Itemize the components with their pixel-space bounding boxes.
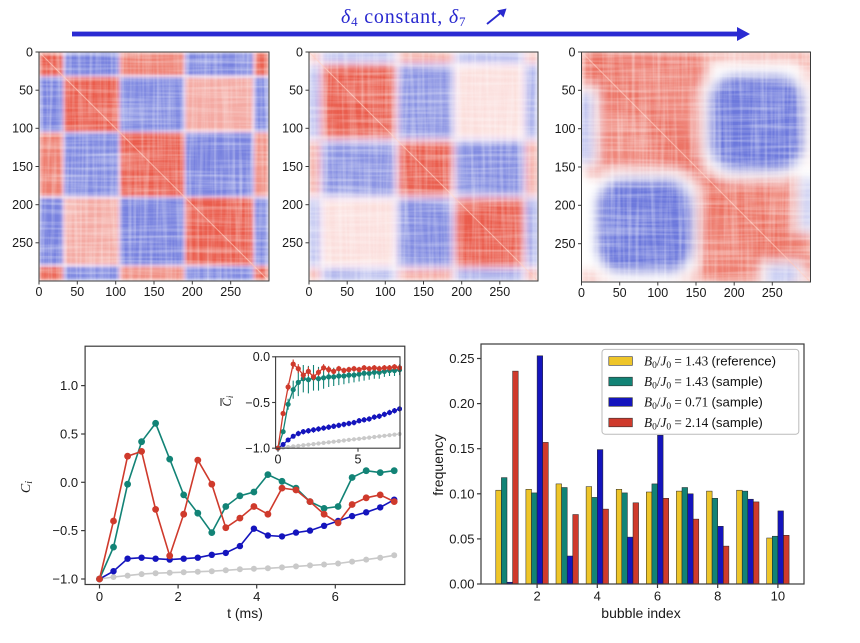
svg-text:250: 250 <box>12 236 33 250</box>
svg-text:250: 250 <box>489 285 510 299</box>
svg-text:0.05: 0.05 <box>449 531 474 546</box>
svg-text:0.20: 0.20 <box>449 396 474 411</box>
svg-text:200: 200 <box>12 198 33 212</box>
svg-text:10: 10 <box>771 589 785 604</box>
svg-text:t (ms): t (ms) <box>227 605 263 621</box>
svg-text:1.0: 1.0 <box>60 378 78 393</box>
svg-text:B0/J0 = 1.43 (sample): B0/J0 = 1.43 (sample) <box>644 374 763 392</box>
svg-text:100: 100 <box>105 285 126 299</box>
svg-text:150: 150 <box>282 160 303 174</box>
svg-text:100: 100 <box>282 122 303 136</box>
svg-text:−1.0: −1.0 <box>245 442 270 456</box>
svg-text:B0/J0 = 2.14 (sample): B0/J0 = 2.14 (sample) <box>644 415 763 433</box>
svg-text:B0/J0 = 1.43 (reference): B0/J0 = 1.43 (reference) <box>644 354 776 372</box>
svg-text:0: 0 <box>306 285 313 299</box>
svg-text:Ci: Ci <box>220 395 235 406</box>
svg-text:200: 200 <box>282 198 303 212</box>
svg-text:8: 8 <box>714 589 721 604</box>
svg-text:0.0: 0.0 <box>253 350 270 364</box>
svg-text:50: 50 <box>19 84 33 98</box>
svg-text:0: 0 <box>26 45 33 59</box>
svg-text:bubble index: bubble index <box>601 605 680 621</box>
svg-text:0: 0 <box>578 286 585 300</box>
svg-text:250: 250 <box>282 236 303 250</box>
svg-text:4: 4 <box>253 589 260 604</box>
svg-text:0.5: 0.5 <box>60 427 78 442</box>
svg-text:−0.5: −0.5 <box>52 523 78 538</box>
svg-text:δ4 constant, δ7: δ4 constant, δ7 <box>341 6 466 29</box>
svg-text:4: 4 <box>594 589 601 604</box>
svg-text:0: 0 <box>296 45 303 59</box>
svg-text:2: 2 <box>174 589 181 604</box>
svg-text:150: 150 <box>555 160 576 174</box>
svg-text:B0/J0 = 0.71 (sample): B0/J0 = 0.71 (sample) <box>644 395 763 413</box>
svg-text:100: 100 <box>375 285 396 299</box>
svg-text:50: 50 <box>340 285 354 299</box>
svg-text:250: 250 <box>220 285 241 299</box>
svg-text:0.15: 0.15 <box>449 441 474 456</box>
svg-text:200: 200 <box>451 285 472 299</box>
svg-text:−0.5: −0.5 <box>245 396 270 410</box>
svg-text:150: 150 <box>413 285 434 299</box>
svg-text:150: 150 <box>12 160 33 174</box>
svg-text:0: 0 <box>36 285 43 299</box>
svg-text:6: 6 <box>332 589 339 604</box>
svg-text:250: 250 <box>762 286 783 300</box>
svg-text:150: 150 <box>144 285 165 299</box>
svg-text:200: 200 <box>182 285 203 299</box>
svg-text:6: 6 <box>654 589 661 604</box>
svg-text:100: 100 <box>555 122 576 136</box>
svg-text:0.00: 0.00 <box>449 577 474 592</box>
svg-text:50: 50 <box>70 285 84 299</box>
svg-text:50: 50 <box>613 286 627 300</box>
svg-text:5: 5 <box>355 453 362 467</box>
svg-text:0.10: 0.10 <box>449 486 474 501</box>
svg-text:100: 100 <box>647 286 668 300</box>
svg-text:0.0: 0.0 <box>60 475 78 490</box>
svg-text:0.25: 0.25 <box>449 351 474 366</box>
svg-text:frequency: frequency <box>430 434 446 495</box>
svg-text:Ci: Ci <box>19 481 35 493</box>
svg-text:0: 0 <box>569 45 576 59</box>
svg-text:0: 0 <box>275 453 282 467</box>
svg-text:2: 2 <box>533 589 540 604</box>
svg-text:200: 200 <box>724 286 745 300</box>
svg-text:50: 50 <box>289 84 303 98</box>
svg-text:250: 250 <box>555 237 576 251</box>
svg-text:−1.0: −1.0 <box>52 572 78 587</box>
svg-text:150: 150 <box>686 286 707 300</box>
svg-text:0: 0 <box>96 589 103 604</box>
svg-text:50: 50 <box>562 84 576 98</box>
svg-text:100: 100 <box>12 122 33 136</box>
svg-text:200: 200 <box>555 199 576 213</box>
